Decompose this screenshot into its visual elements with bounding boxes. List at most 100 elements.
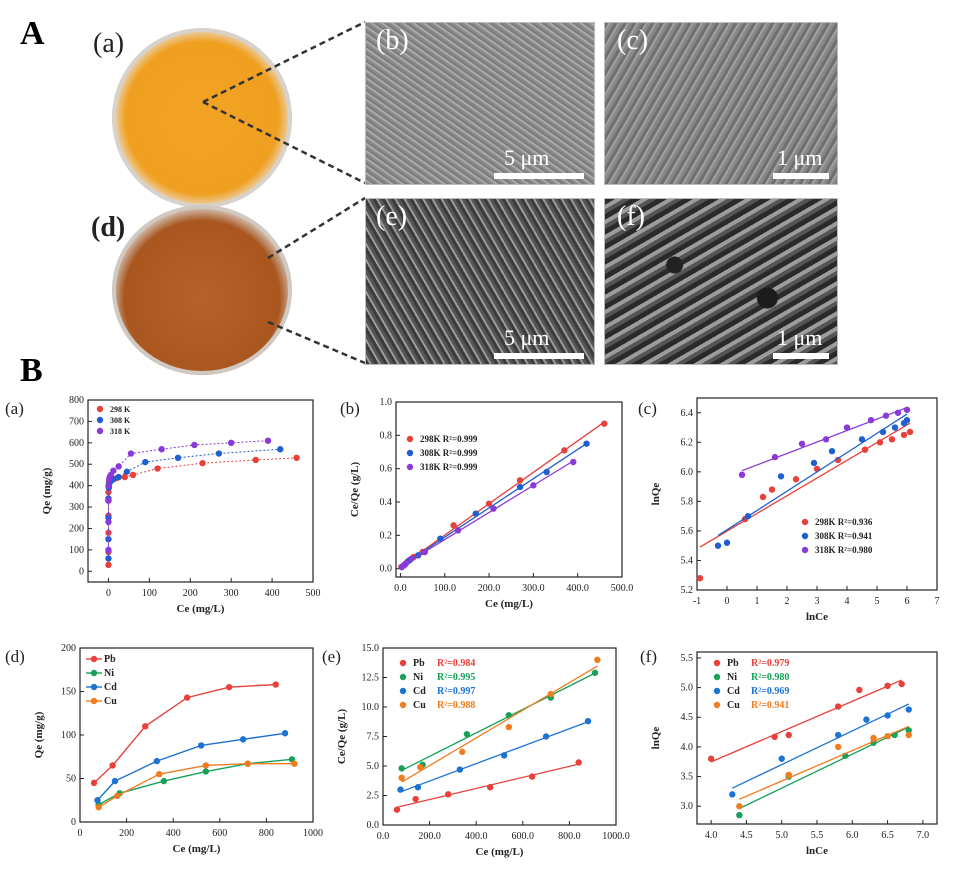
x-tick-label: 400.0 (566, 583, 589, 594)
legend-marker (90, 655, 98, 663)
legend-marker (801, 532, 809, 540)
data-point (547, 690, 554, 698)
y-tick-label: 12.5 (362, 673, 380, 684)
x-tick-label: 800.0 (558, 831, 581, 842)
x-tick-label: 0.0 (394, 583, 407, 594)
data-point (412, 795, 419, 803)
legend-label: 318 K (110, 427, 131, 436)
legend-marker (801, 518, 809, 526)
y-tick-label: 6.2 (681, 437, 694, 448)
series-line-pb (93, 683, 276, 784)
data-point (463, 730, 471, 738)
data-point (905, 727, 912, 734)
series-fit-line (732, 703, 910, 789)
data-point (421, 548, 429, 556)
chart-Bf: (f) 4.0 4.5 5.0 5.5 6.0 6.5 7.0 3.0 3.5 4.0 4.5 5.0 5… (640, 647, 938, 857)
x-tick-label: 7 (935, 596, 940, 607)
x-tick-label: 4.0 (705, 830, 718, 841)
chart-Bb: (b) 0.0 100.0 200.0 300.0 400.0 500.0 0.0 0.2 0.4… (340, 397, 633, 610)
x-tick-label: 600.0 (512, 831, 535, 842)
chart-label-Bc: (c) (638, 399, 657, 418)
y-axis-label: lnQe (650, 727, 662, 750)
y-tick-label: 700 (69, 416, 84, 427)
y-tick-label: 5.0 (681, 683, 694, 694)
data-point (542, 733, 550, 740)
data-point (402, 560, 409, 567)
data-point (454, 527, 462, 534)
legend-label: Cu (104, 696, 117, 707)
y-tick-label: 0.0 (380, 564, 393, 575)
data-point (105, 555, 112, 562)
sem-f-scalebar (773, 353, 829, 359)
data-point (905, 731, 912, 739)
legend-r2: R²=0.984 (437, 658, 475, 669)
series-line-cu (98, 763, 295, 808)
legend-r2: R²=0.988 (437, 700, 475, 711)
data-point (197, 742, 205, 749)
legend-label: Ni (413, 672, 423, 683)
x-tick-label: 4.5 (740, 830, 753, 841)
data-point (888, 436, 896, 443)
y-tick-label: 5.4 (681, 555, 694, 566)
sem-image-f: (f) 1 μm (604, 198, 838, 365)
legend-label: Pb (727, 658, 739, 669)
series-fit-curve (107, 448, 281, 559)
data-point (129, 471, 137, 479)
data-point (723, 539, 731, 546)
legend-label: Cu (413, 700, 426, 711)
y-tick-label: 0 (79, 566, 84, 577)
sem-c-scalebar (773, 173, 829, 179)
legend-label: 308K R²=0.941 (815, 531, 873, 541)
panel-a-label: (a) (93, 28, 125, 59)
data-point (903, 406, 911, 414)
x-tick-label: 400 (265, 588, 280, 599)
x-axis-label: Ce (mg/L) (177, 603, 225, 615)
legend-marker (96, 405, 104, 413)
legend-label: Pb (104, 654, 116, 665)
x-tick-label: 6 (905, 596, 910, 607)
legend-marker (713, 659, 721, 667)
data-point (105, 561, 112, 569)
data-point (202, 762, 210, 769)
data-point (272, 681, 279, 688)
y-tick-label: 150 (61, 687, 76, 698)
data-point (408, 555, 415, 562)
y-tick-label: 400 (69, 481, 84, 492)
data-point (894, 409, 902, 416)
legend-label: 298K R²=0.936 (815, 517, 873, 527)
data-point (191, 441, 198, 449)
data-point (109, 762, 116, 769)
y-tick-label: 4.5 (681, 712, 694, 723)
legend-label: 318K R²=0.999 (420, 462, 478, 472)
data-point (225, 683, 233, 691)
y-tick-label: 5.8 (681, 496, 694, 507)
data-point (861, 446, 869, 453)
legend-marker (406, 463, 414, 471)
data-point (583, 440, 590, 447)
x-tick-label: 6.5 (881, 830, 894, 841)
data-point (127, 450, 135, 457)
legend-marker (399, 687, 407, 695)
data-point (417, 763, 424, 771)
data-point (822, 436, 830, 443)
legend-label: Cd (104, 682, 117, 693)
y-tick-label: 100 (69, 545, 84, 556)
y-tick-label: 50 (66, 774, 76, 785)
data-point (111, 777, 119, 785)
y-tick-label: 600 (69, 438, 84, 449)
x-tick-label: 7.0 (917, 830, 930, 841)
legend-marker (90, 669, 98, 677)
legend-r2: R²=0.980 (751, 672, 789, 683)
y-tick-label: 0.4 (380, 497, 393, 508)
data-point (771, 453, 779, 461)
sem-e-scalebar (494, 353, 584, 359)
x-tick-label: 1000 (303, 828, 323, 839)
series-fit-line (739, 726, 910, 810)
y-tick-label: 5.6 (681, 526, 694, 537)
x-tick-label: 100 (142, 588, 157, 599)
data-point (90, 779, 98, 787)
x-axis-label: lnCe (806, 611, 828, 623)
data-point (293, 454, 300, 462)
data-point (95, 804, 102, 811)
data-point (500, 752, 508, 759)
